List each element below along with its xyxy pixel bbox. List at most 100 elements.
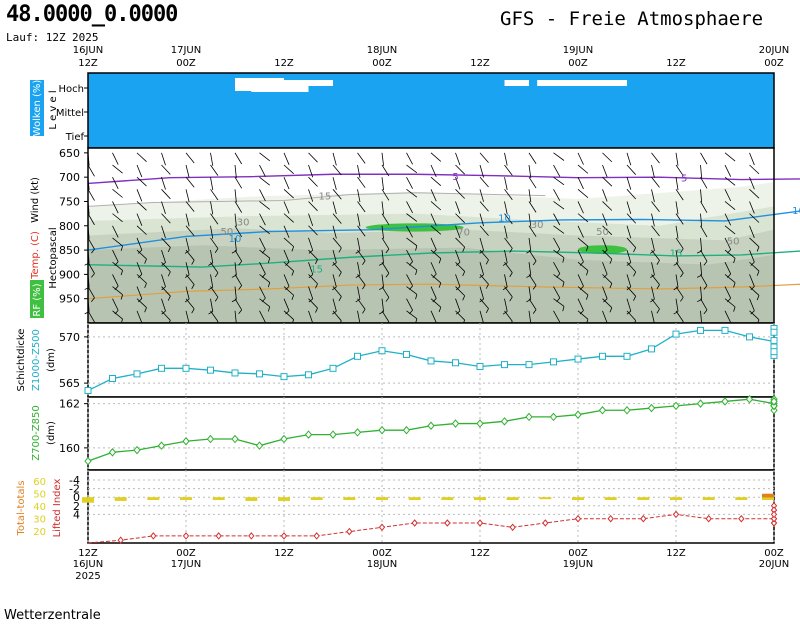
wind-barb	[112, 164, 123, 174]
wind-barb	[112, 249, 119, 262]
wind-barb	[749, 261, 760, 272]
wind-barb	[626, 261, 636, 273]
wind-barb	[602, 286, 608, 299]
wind-barb	[626, 274, 632, 287]
data-point	[500, 417, 509, 426]
wind-barb-flag	[208, 311, 213, 315]
wind-barb	[553, 262, 561, 274]
bottom-hour-label: 12Z	[666, 548, 686, 559]
data-point	[598, 406, 607, 415]
wind-barb-flag	[167, 295, 171, 301]
wind-barb-flag	[208, 262, 213, 266]
wind-barb-flag	[656, 260, 660, 265]
wind-barb-flag	[214, 296, 219, 302]
wind-barb	[161, 310, 171, 321]
wind-barb	[210, 152, 214, 166]
wind-barb	[161, 286, 171, 297]
top-date-label: 17JUN	[171, 45, 201, 56]
bottom-date-label: 18JUN	[367, 559, 397, 570]
wind-barb	[651, 310, 655, 324]
wind-barb	[381, 237, 390, 250]
wind-barb	[185, 274, 195, 285]
wind-barb	[332, 237, 342, 249]
wind-barb	[430, 201, 442, 211]
isotherm-10	[87, 210, 800, 251]
wind-barb	[406, 310, 418, 319]
data-point	[182, 436, 190, 446]
wind-barb	[283, 310, 294, 320]
wind-barb-flag	[144, 258, 147, 264]
wind-barb	[528, 201, 537, 213]
lifted-index-point	[378, 523, 386, 532]
isotherm-label: 15	[310, 265, 323, 276]
wind-barb	[700, 262, 703, 276]
wind-barb	[479, 262, 484, 275]
wind-barb	[406, 298, 413, 311]
data-point	[378, 425, 386, 435]
lifted-index-point	[770, 510, 778, 519]
total-totals-bar	[506, 497, 519, 500]
wind-barb	[675, 250, 679, 263]
data-point	[746, 333, 753, 341]
lifted-index-point	[248, 532, 255, 540]
wind-barb	[357, 298, 366, 310]
wind-barb	[528, 152, 537, 164]
wind-barb	[479, 249, 489, 261]
wind-barb	[528, 237, 532, 251]
wind-barb	[259, 237, 266, 250]
wind-barb	[161, 189, 171, 200]
wind-barb	[749, 249, 755, 263]
wind-barb	[381, 152, 384, 166]
data-point	[207, 366, 214, 374]
total-totals-bar	[278, 497, 290, 501]
wind-barb	[357, 176, 366, 188]
wind-barb-flag	[462, 271, 466, 277]
lifted-index-point	[313, 532, 320, 540]
top-hour-label: 12Z	[78, 58, 98, 69]
wind-barb	[724, 237, 732, 250]
wind-barb	[528, 164, 532, 178]
data-point	[84, 387, 92, 395]
wind-barb	[504, 225, 508, 239]
wind-barb	[210, 177, 214, 191]
data-point	[402, 425, 411, 435]
wind-barb-flag	[656, 284, 660, 290]
wind-barb-flag	[291, 295, 295, 301]
wind-barb-flag	[680, 272, 684, 278]
bottom-hour-label: 00Z	[764, 548, 784, 559]
wind-barb-flag	[144, 307, 147, 313]
wind-barb	[504, 177, 508, 190]
wind-barb-flag	[633, 296, 637, 301]
wind-barb	[357, 164, 361, 178]
wind-barb	[749, 237, 760, 248]
wind-barb	[700, 274, 708, 286]
wind-barb-flag	[285, 261, 290, 266]
wind-barb	[210, 310, 219, 322]
wind-barb	[724, 225, 736, 235]
wind-barb	[381, 225, 384, 239]
wind-barb-flag	[308, 298, 313, 303]
wind-barb	[406, 249, 413, 262]
total-totals-bar	[343, 497, 356, 500]
data-point	[256, 370, 263, 378]
wind-barb	[504, 250, 508, 263]
wind-barb	[357, 225, 366, 237]
data-point	[329, 430, 337, 439]
lifted-index-point	[738, 514, 745, 523]
wind-barb-flag	[238, 285, 243, 290]
wind-barb-flag	[291, 270, 295, 276]
wind-barb-flag	[750, 286, 755, 291]
wind-barb	[602, 274, 613, 284]
wind-barb	[602, 189, 608, 202]
data-point	[672, 401, 680, 411]
wind-barb	[700, 152, 708, 165]
wind-barb	[283, 189, 294, 199]
data-point	[647, 403, 656, 413]
top-date-label: 18JUN	[367, 45, 397, 56]
wind-barb	[528, 213, 532, 227]
wind-barb	[700, 176, 708, 189]
data-point	[451, 419, 460, 428]
pressure-tick-label: 950	[59, 293, 80, 306]
wind-barb	[626, 298, 632, 312]
top-hour-label: 12Z	[470, 58, 490, 69]
